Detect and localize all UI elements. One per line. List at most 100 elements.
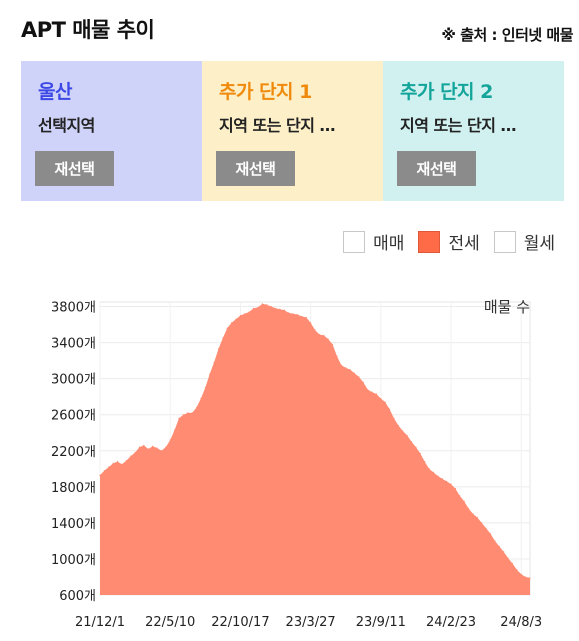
data-point bbox=[226, 327, 228, 329]
data-point bbox=[388, 408, 391, 410]
page-title: APT 매물 추이 bbox=[21, 18, 155, 42]
data-point bbox=[314, 329, 316, 331]
data-point bbox=[340, 364, 342, 366]
data-point bbox=[529, 577, 531, 579]
reselect-button[interactable]: 재선택 bbox=[216, 151, 295, 186]
data-point bbox=[301, 315, 303, 318]
legend-sale[interactable]: 매매 bbox=[343, 229, 404, 254]
card-region-name: 울산 bbox=[38, 81, 72, 103]
data-point bbox=[424, 460, 426, 463]
checkbox-monthly[interactable] bbox=[493, 230, 516, 253]
data-point bbox=[266, 304, 268, 306]
region-selector: 울산 선택지역 재선택 추가 단지 1 지역 또는 단지 … 재선택 추가 단지… bbox=[21, 61, 564, 201]
x-tick-label: 24/2/23 bbox=[426, 615, 476, 630]
data-point bbox=[375, 393, 378, 395]
data-point bbox=[397, 424, 399, 427]
data-point bbox=[503, 551, 505, 553]
x-tick-label: 22/10/17 bbox=[211, 615, 269, 630]
data-point bbox=[165, 446, 167, 448]
data-point bbox=[393, 417, 395, 419]
card-complex-1-sub[interactable]: 지역 또는 단지 … bbox=[219, 116, 336, 135]
checkbox-jeonse[interactable] bbox=[418, 230, 441, 253]
data-point bbox=[331, 343, 334, 345]
x-tick-label: 24/8/3 bbox=[500, 615, 542, 630]
data-point bbox=[380, 397, 382, 400]
data-point bbox=[187, 412, 189, 414]
data-point bbox=[419, 452, 421, 455]
y-axis-unit-label: 매물 수 bbox=[484, 298, 530, 316]
data-point bbox=[138, 446, 141, 448]
data-point bbox=[472, 513, 474, 515]
data-point bbox=[463, 500, 465, 502]
data-point bbox=[252, 307, 255, 309]
card-complex-2-name: 추가 단지 2 bbox=[400, 81, 493, 103]
series-jeonse-area bbox=[100, 303, 530, 595]
y-tick-label: 3800개 bbox=[51, 301, 96, 316]
card-region: 울산 선택지역 재선택 bbox=[21, 61, 202, 201]
data-point bbox=[200, 397, 202, 400]
checkbox-sale[interactable] bbox=[343, 230, 366, 253]
legend-monthly[interactable]: 월세 bbox=[493, 229, 555, 254]
data-point bbox=[173, 429, 176, 431]
data-point bbox=[310, 322, 312, 324]
data-point bbox=[511, 562, 514, 565]
data-point bbox=[169, 439, 171, 441]
data-point bbox=[358, 376, 360, 378]
data-point bbox=[432, 471, 435, 473]
data-point bbox=[204, 387, 206, 389]
data-point bbox=[191, 412, 193, 414]
data-point bbox=[134, 451, 136, 454]
data-point bbox=[143, 444, 145, 446]
y-axis: 3800개 3400개 3000개 2600개 2200개 1800개 1400개 1000개… bbox=[51, 301, 96, 604]
data-point bbox=[296, 314, 299, 316]
data-point bbox=[116, 460, 119, 463]
data-point bbox=[99, 474, 101, 476]
legend-jeonse[interactable]: 전세 bbox=[418, 229, 480, 254]
data-point bbox=[362, 381, 364, 383]
card-complex-2-sub[interactable]: 지역 또는 단지 … bbox=[400, 116, 517, 135]
data-point bbox=[516, 569, 518, 571]
data-point bbox=[446, 480, 448, 483]
y-tick-label: 3000개 bbox=[51, 373, 96, 388]
card-region-sub: 선택지역 bbox=[38, 116, 95, 135]
y-tick-label: 3400개 bbox=[51, 337, 96, 352]
x-axis: 21/12/1 22/5/10 22/10/17 23/3/27 23/9/11 24/2… bbox=[75, 615, 542, 630]
data-point bbox=[353, 372, 356, 374]
data-point bbox=[103, 469, 105, 472]
y-tick-label: 2600개 bbox=[51, 409, 96, 424]
data-point bbox=[467, 507, 470, 510]
data-point bbox=[125, 460, 127, 462]
reselect-button[interactable]: 재선택 bbox=[35, 151, 114, 186]
y-tick-label: 2200개 bbox=[51, 445, 96, 460]
x-tick-label: 23/9/11 bbox=[356, 615, 406, 630]
data-point bbox=[318, 333, 320, 336]
data-point bbox=[349, 369, 351, 371]
data-point bbox=[108, 466, 110, 468]
legend-jeonse-label: 전세 bbox=[448, 234, 480, 254]
y-tick-label: 1400개 bbox=[51, 517, 96, 532]
data-point bbox=[415, 446, 417, 448]
data-point bbox=[257, 306, 259, 309]
source-note: ※ 출처 : 인터넷 매물 bbox=[441, 26, 573, 44]
data-point bbox=[305, 316, 307, 318]
data-point bbox=[222, 337, 224, 339]
x-tick-label: 22/5/10 bbox=[145, 615, 195, 630]
data-point bbox=[178, 417, 180, 419]
data-point bbox=[160, 450, 163, 452]
data-point bbox=[274, 307, 277, 309]
data-point bbox=[231, 322, 233, 324]
data-point bbox=[112, 462, 114, 464]
reselect-button[interactable]: 재선택 bbox=[397, 151, 476, 186]
data-point bbox=[217, 348, 220, 350]
data-point bbox=[402, 430, 404, 432]
data-point bbox=[520, 573, 522, 575]
data-point bbox=[498, 545, 500, 547]
data-point bbox=[371, 391, 373, 393]
data-point bbox=[279, 308, 281, 310]
data-point bbox=[428, 468, 430, 470]
legend-sale-label: 매매 bbox=[373, 234, 405, 254]
card-complex-1: 추가 단지 1 지역 또는 단지 … 재선택 bbox=[202, 61, 383, 201]
data-point bbox=[489, 533, 492, 535]
data-point bbox=[288, 312, 290, 314]
data-point bbox=[459, 495, 461, 497]
